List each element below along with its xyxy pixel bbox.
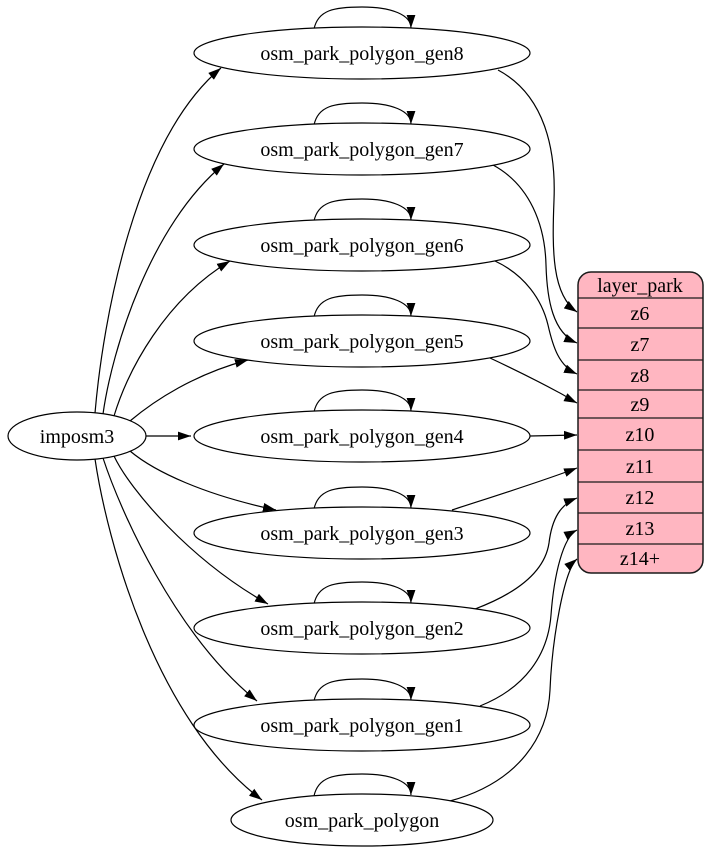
gen7-label: osm_park_polygon_gen7 [260, 139, 463, 161]
gen5-label: osm_park_polygon_gen5 [260, 331, 463, 353]
self-loop-gen6 [313, 198, 416, 222]
imposm3-ellipse [7, 411, 147, 461]
edge-group [94, 6, 578, 802]
gen4-label: osm_park_polygon_gen4 [260, 426, 463, 448]
gen1-ellipse [193, 698, 531, 752]
edge-gen8-to-z6 [497, 69, 578, 313]
self-loop-gen7 [313, 102, 416, 126]
row-z7: z7 [631, 334, 650, 356]
edge-gen4-to-z10 [529, 430, 578, 440]
edge-imposm3-to-gen3 [129, 450, 277, 512]
node-osm-park-polygon-gen7: osm_park_polygon_gen7 [193, 122, 531, 176]
edge-gen5-to-z9 [489, 357, 578, 404]
edge-gen3-to-z11 [451, 467, 578, 511]
gen1-label: osm_park_polygon_gen1 [260, 715, 463, 737]
edge-imposm3-to-gen1 [102, 457, 258, 702]
gen3-ellipse [193, 506, 531, 560]
gen3-label: osm_park_polygon_gen3 [260, 523, 463, 545]
gen7-ellipse [193, 122, 531, 176]
row-z6: z6 [631, 303, 650, 325]
self-loop-gen8 [313, 6, 416, 30]
node-osm-park-polygon-gen5: osm_park_polygon_gen5 [193, 314, 531, 368]
row-z13: z13 [626, 518, 655, 540]
edge-imposm3-to-gen2 [113, 455, 269, 605]
self-loop-gen4 [313, 389, 416, 413]
polygon-label: osm_park_polygon [285, 810, 439, 832]
edge-imposm3-to-gen8 [94, 67, 222, 414]
gen2-label: osm_park_polygon_gen2 [260, 618, 463, 640]
node-osm-park-polygon-gen6: osm_park_polygon_gen6 [193, 218, 531, 272]
gen4-ellipse [193, 409, 531, 463]
row-z12: z12 [626, 487, 655, 509]
edge-gen7-to-z7 [492, 164, 578, 344]
gen2-ellipse [193, 601, 531, 655]
node-osm-park-polygon-gen1: osm_park_polygon_gen1 [193, 698, 531, 752]
node-osm-park-polygon-gen4: osm_park_polygon_gen4 [193, 409, 531, 463]
polygon-ellipse [230, 793, 494, 847]
node-imposm3: imposm3 [7, 411, 147, 461]
edge-imposm3-to-gen6 [113, 260, 231, 417]
node-osm-park-polygon-gen3: osm_park_polygon_gen3 [193, 506, 531, 560]
edge-imposm3-to-polygon [94, 458, 263, 801]
row-z8: z8 [631, 365, 650, 387]
edge-gen6-to-z8 [494, 260, 578, 375]
row-z14: z14+ [620, 548, 660, 570]
gen8-label: osm_park_polygon_gen8 [260, 43, 463, 65]
row-z10: z10 [626, 424, 655, 446]
node-osm-park-polygon: osm_park_polygon [230, 793, 494, 847]
node-osm-park-polygon-gen8: osm_park_polygon_gen8 [193, 26, 531, 80]
imposm3-label: imposm3 [40, 426, 114, 448]
edge-gen1-to-z13 [479, 529, 578, 707]
edge-polygon-to-z14 [449, 558, 578, 802]
edge-imposm3-to-gen7 [102, 163, 225, 415]
node-group: imposm3 osm_park_polygon_gen8 osm_park_p… [7, 26, 531, 847]
node-osm-park-polygon-gen2: osm_park_polygon_gen2 [193, 601, 531, 655]
self-loop-gen5 [313, 294, 416, 318]
layer-park-table: layer_park z6 z7 z8 z9 z10 z11 z12 z13 z… [577, 271, 704, 574]
layer-park-title: layer_park [597, 275, 683, 297]
gen5-ellipse [193, 314, 531, 368]
gen8-ellipse [193, 26, 531, 80]
self-loop-gen1 [313, 678, 416, 702]
layer-park-body [577, 271, 704, 574]
row-z9: z9 [631, 394, 650, 416]
self-loop-gen3 [313, 486, 416, 510]
edge-gen2-to-z12 [474, 497, 578, 610]
self-loop-polygon [313, 773, 416, 797]
self-loop-gen2 [313, 581, 416, 605]
row-z11: z11 [626, 456, 654, 478]
gen6-label: osm_park_polygon_gen6 [260, 235, 463, 257]
gen6-ellipse [193, 218, 531, 272]
edge-imposm3-to-gen5 [129, 359, 249, 422]
